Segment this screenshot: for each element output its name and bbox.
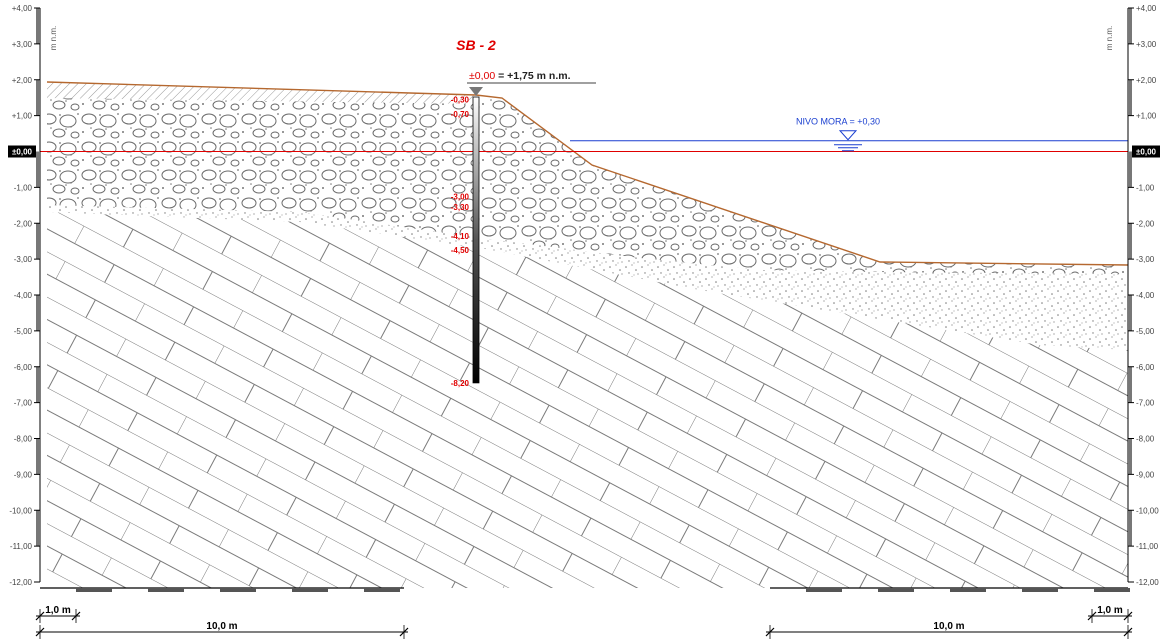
left-axis-block xyxy=(36,79,40,116)
borehole-group: SB - 2 ±0,00 = +1,75 m n.m. -0,30 -0,70 -3,0… xyxy=(451,37,596,388)
left-axis-block xyxy=(36,295,40,331)
left-axis-tick-label: -2,00 xyxy=(14,219,33,228)
scale-large-right-label: 10,0 m xyxy=(933,621,964,632)
depth-mark-label: -8,20 xyxy=(451,379,470,388)
left-axis-tick-label: -10,00 xyxy=(9,506,32,515)
left-axis-tick-label: +4,00 xyxy=(12,4,33,13)
depth-mark-label: -4,50 xyxy=(451,246,470,255)
right-axis-tick-label: -9,00 xyxy=(1136,470,1155,479)
left-axis-tick-label: +2,00 xyxy=(12,76,33,85)
right-axis-block xyxy=(1128,438,1132,475)
depth-mark-label: -3,30 xyxy=(451,203,470,212)
strata-layers xyxy=(46,81,1129,588)
right-axis-block xyxy=(1128,151,1132,188)
left-axis-tick-label: -6,00 xyxy=(14,363,33,372)
right-axis-block xyxy=(1128,510,1132,547)
right-axis-block xyxy=(1128,295,1132,331)
right-axis-tick-label: -2,00 xyxy=(1136,219,1155,228)
right-axis-tick-label: -3,00 xyxy=(1136,255,1155,264)
left-scale-block xyxy=(220,588,256,592)
right-axis-tick-label: -4,00 xyxy=(1136,291,1155,300)
reference-lines: NIVO MORA = +0,30 xyxy=(40,117,1128,152)
water-level-icon xyxy=(838,130,858,141)
right-axis-block xyxy=(1128,223,1132,260)
right-axis-tick-label: -6,00 xyxy=(1136,363,1155,372)
left-unit-label: m n.m. xyxy=(49,26,58,50)
left-axis-tick-label: -9,00 xyxy=(14,470,33,479)
depth-mark-label: -4,10 xyxy=(451,232,470,241)
scale-small-right-label: 1,0 m xyxy=(1097,605,1123,616)
right-scale-block xyxy=(1094,588,1130,592)
right-axis-block xyxy=(1128,8,1132,44)
left-axis-tick-label: +3,00 xyxy=(12,40,33,49)
left-axis-tick-label: +1,00 xyxy=(12,112,33,121)
right-axis-block xyxy=(1128,366,1132,403)
left-scale-block xyxy=(364,588,400,592)
gravel-layer xyxy=(47,82,1128,274)
borehole-datum-label: ±0,00 = +1,75 m n.m. xyxy=(469,70,571,82)
left-scale-block xyxy=(76,588,112,592)
left-axis-block xyxy=(36,366,40,403)
right-scale-block xyxy=(878,588,914,592)
left-axis-block xyxy=(36,438,40,475)
left-axis-tick-label: -8,00 xyxy=(14,435,33,444)
left-zero-label: ±0,00 xyxy=(12,148,33,157)
ground-surface-line xyxy=(46,81,1129,266)
right-scale-block xyxy=(950,588,986,592)
borehole-column xyxy=(472,96,480,384)
scale-bars: 1,0 m 10,0 m 1,0 m 10,0 m xyxy=(35,587,1133,639)
left-axis-tick-label: -5,00 xyxy=(14,327,33,336)
right-zero-label-box xyxy=(1132,145,1160,158)
left-scale-block xyxy=(148,588,184,592)
right-axis-tick-label: +1,00 xyxy=(1136,112,1157,121)
depth-mark-label: -3,00 xyxy=(451,192,470,201)
datum-rest: = +1,75 m n.m. xyxy=(495,70,570,82)
depth-mark-label: -0,30 xyxy=(451,95,470,104)
borehole-marker-icon xyxy=(469,87,483,96)
right-axis-tick-label: -7,00 xyxy=(1136,399,1155,408)
right-axis-tick-label: -10,00 xyxy=(1136,506,1159,515)
elevation-axes: +4,00 +3,00 +2,00 +1,00 -1,00 -2,00 -3,00 -4,00… xyxy=(8,4,1160,587)
left-zero-label-box xyxy=(8,145,36,158)
right-axis-tick-label: +4,00 xyxy=(1136,4,1157,13)
left-axis-tick-label: -4,00 xyxy=(14,291,33,300)
sea-level-label: NIVO MORA = +0,30 xyxy=(796,117,880,127)
right-axis-tick-label: +2,00 xyxy=(1136,76,1157,85)
datum-zero: 0,00 xyxy=(475,70,496,82)
left-scale-block xyxy=(292,588,328,592)
left-axis-tick-label: -3,00 xyxy=(14,255,33,264)
right-axis-tick-label: -5,00 xyxy=(1136,327,1155,336)
right-axis-tick-label: -12,00 xyxy=(1136,578,1159,587)
borehole-label: SB - 2 xyxy=(456,37,496,53)
left-axis-tick-label: -7,00 xyxy=(14,399,33,408)
right-zero-label: ±0,00 xyxy=(1136,148,1157,157)
right-axis-block xyxy=(1128,79,1132,116)
limestone-layer xyxy=(47,212,1128,588)
scale-large-left-label: 10,0 m xyxy=(206,621,237,632)
left-axis-tick-label: -1,00 xyxy=(14,183,33,192)
topsoil-layer xyxy=(47,82,476,104)
right-axis-tick-label: -8,00 xyxy=(1136,435,1155,444)
datum-prefix: ± xyxy=(469,70,475,82)
left-axis-block xyxy=(36,151,40,188)
depth-mark-label: -0,70 xyxy=(451,110,470,119)
left-axis-block xyxy=(36,223,40,260)
right-scale-block xyxy=(1022,588,1058,592)
right-axis-tick-label: -11,00 xyxy=(1136,542,1159,551)
right-axis-tick-label: -1,00 xyxy=(1136,183,1155,192)
left-axis-block xyxy=(36,510,40,547)
left-axis-block xyxy=(36,8,40,44)
left-axis-tick-label: -11,00 xyxy=(10,542,33,551)
right-unit-label: m n.m. xyxy=(1105,26,1114,50)
scale-small-left-label: 1,0 m xyxy=(45,605,71,616)
right-scale-block xyxy=(806,588,842,592)
right-axis-tick-label: +3,00 xyxy=(1136,40,1157,49)
left-axis-tick-label: -12,00 xyxy=(9,578,32,587)
